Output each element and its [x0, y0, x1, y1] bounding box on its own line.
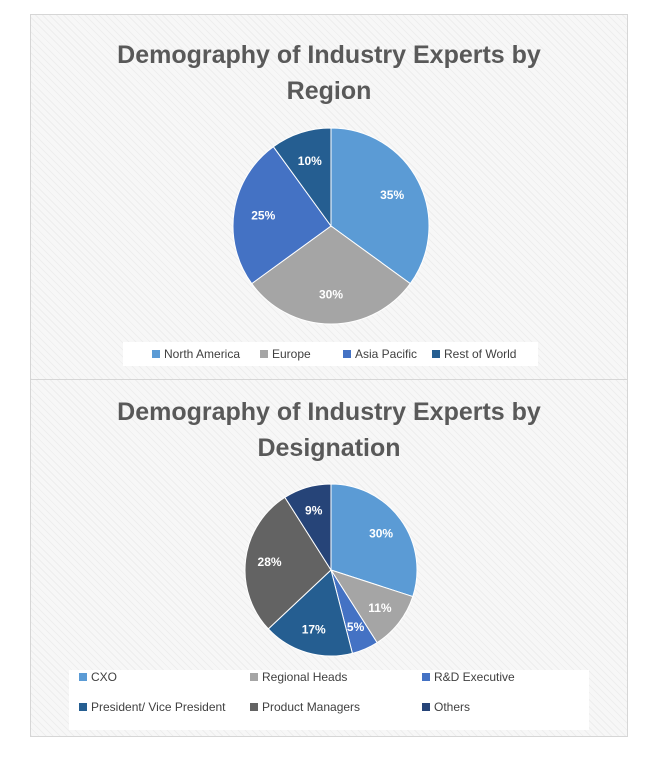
designation-chart-title: Demography of Industry Experts by Design… — [31, 394, 627, 466]
region-pie-chart: 35% 30% 25% 10% — [232, 127, 430, 325]
designation-chart-legend: CXO Regional Heads R&D Executive President/… — [69, 670, 589, 730]
legend-swatch-regional-heads — [250, 673, 258, 681]
pie-slice-rest-of-world — [272, 127, 332, 228]
legend-swatch-product-managers — [250, 703, 258, 711]
pie-slice-europe — [251, 225, 411, 325]
pie-slice-product-managers — [244, 496, 332, 630]
data-label-asia-pacific: 25% — [251, 208, 275, 222]
legend-label-president-vice-president: President/ Vice President — [91, 700, 226, 714]
legend-item-regional-heads: Regional Heads — [250, 670, 347, 684]
data-label-north-america: 35% — [380, 188, 404, 202]
data-label-r-d-executive: 5% — [347, 620, 365, 634]
legend-label-cxo: CXO — [91, 670, 118, 684]
legend-swatch-rest-of-world — [432, 350, 440, 358]
data-label-product-managers: 28% — [258, 555, 282, 569]
legend-item-cxo: CXO — [79, 670, 117, 684]
legend-label-asia-pacific: Asia Pacific — [355, 347, 418, 361]
legend-item-president-vice-president: President/ Vice President — [79, 700, 226, 714]
legend-item-asia-pacific: Asia Pacific — [343, 347, 417, 361]
legend-swatch-north-america — [152, 350, 160, 358]
legend-item-rest-of-world: Rest of World — [432, 347, 516, 361]
legend-swatch-president-vice-president — [79, 703, 87, 711]
region-chart-title-line-1: Demography of Industry Experts by — [117, 41, 541, 69]
legend-swatch-r-d-executive — [422, 673, 430, 681]
legend-item-north-america: North America — [152, 347, 240, 361]
legend-label-europe: Europe — [272, 347, 311, 361]
legend-item-others: Others — [422, 700, 470, 714]
data-label-rest-of-world: 10% — [298, 154, 322, 168]
data-label-regional-heads: 11% — [368, 601, 392, 615]
pie-slice-north-america — [330, 127, 430, 285]
data-label-president-vice-president: 17% — [302, 622, 326, 636]
legend-swatch-cxo — [79, 673, 87, 681]
region-chart-legend: North America Europe Asia Pacific Rest of W… — [123, 342, 538, 366]
designation-chart-title-line-1: Demography of Industry Experts by — [117, 398, 541, 426]
designation-chart-panel: Demography of Industry Experts by Design… — [30, 379, 628, 737]
legend-label-r-d-executive: R&D Executive — [434, 670, 515, 684]
legend-item-r-d-executive: R&D Executive — [422, 670, 515, 684]
legend-swatch-asia-pacific — [343, 350, 351, 358]
legend-label-north-america: North America — [164, 347, 241, 361]
region-chart-title-line-2: Region — [286, 77, 372, 105]
legend-swatch-others — [422, 703, 430, 711]
designation-chart-title-line-2: Designation — [257, 434, 401, 462]
pie-slice-cxo — [330, 483, 418, 598]
legend-item-europe: Europe — [260, 347, 311, 361]
data-label-others: 9% — [305, 504, 323, 518]
legend-label-rest-of-world: Rest of World — [444, 347, 517, 361]
legend-swatch-europe — [260, 350, 268, 358]
legend-item-product-managers: Product Managers — [250, 700, 360, 714]
pie-slice-asia-pacific — [232, 146, 332, 285]
region-chart-panel: Demography of Industry Experts by Region… — [30, 14, 628, 380]
data-label-cxo: 30% — [369, 527, 393, 541]
legend-label-product-managers: Product Managers — [262, 700, 361, 714]
legend-label-others: Others — [434, 700, 471, 714]
region-chart-title: Demography of Industry Experts by Region — [31, 37, 627, 109]
data-label-europe: 30% — [319, 288, 343, 302]
designation-pie-chart: 30% 11%5% 17% 28% 9% — [244, 483, 418, 657]
legend-label-regional-heads: Regional Heads — [262, 670, 348, 684]
pie-slice-president-vice-president — [267, 569, 353, 657]
pie-slice-others — [284, 483, 332, 572]
